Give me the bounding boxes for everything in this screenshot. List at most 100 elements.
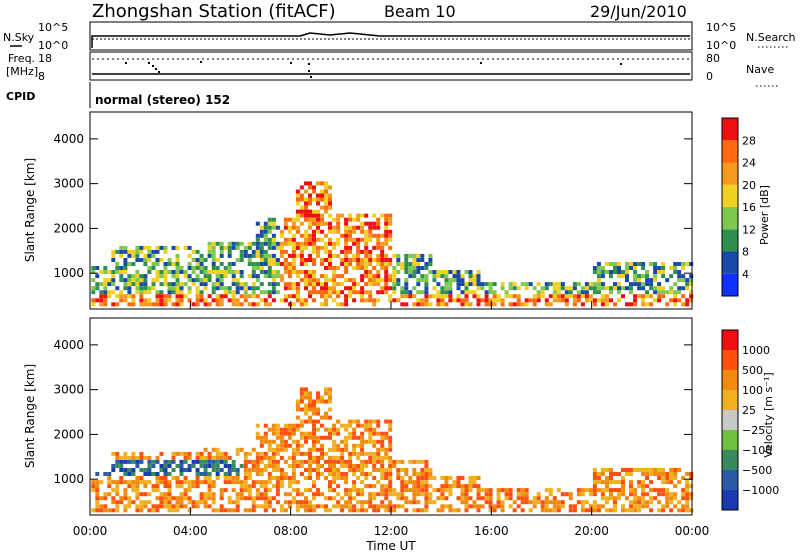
heatmap-cell (360, 286, 365, 291)
x-tick-label: 00:00 (73, 524, 108, 538)
heatmap-cell (356, 213, 361, 218)
heatmap-cell (283, 459, 288, 464)
heatmap-cell (167, 508, 172, 513)
heatmap-cell (388, 258, 393, 262)
heatmap-cell (159, 302, 164, 307)
colorbar-tick-label: 8 (742, 246, 749, 259)
heatmap-cell (231, 488, 236, 493)
heatmap-cell (247, 258, 252, 262)
heatmap-cell (263, 508, 268, 513)
heatmap-cell (556, 504, 561, 509)
heatmap-cell (420, 290, 425, 295)
heatmap-cell (283, 508, 288, 513)
heatmap-cell (372, 258, 377, 262)
heatmap-cell (219, 249, 224, 254)
heatmap-cell (468, 274, 473, 279)
heatmap-cell (287, 266, 292, 270)
heatmap-cell (516, 286, 521, 291)
heatmap-cell (348, 419, 353, 424)
heatmap-cell (251, 500, 256, 505)
heatmap-cell (259, 480, 264, 485)
heatmap-cell (376, 225, 381, 230)
heatmap-cell (139, 455, 144, 460)
heatmap-cell (600, 504, 605, 509)
heatmap-cell (203, 492, 208, 497)
heatmap-cell (584, 298, 589, 303)
heatmap-cell (159, 298, 164, 303)
heatmap-cell (312, 435, 316, 440)
heatmap-cell (448, 488, 453, 493)
heatmap-cell (396, 496, 401, 501)
heatmap-cell (661, 294, 666, 299)
heatmap-cell (348, 500, 353, 505)
heatmap-cell (263, 451, 268, 456)
heatmap-cell (328, 201, 332, 206)
heatmap-cell (227, 245, 232, 250)
heatmap-cell (480, 298, 485, 303)
heatmap-cell (267, 302, 272, 307)
heatmap-cell (147, 464, 152, 468)
heatmap-cell (135, 278, 140, 283)
heatmap-cell (440, 488, 445, 493)
heatmap-cell (420, 484, 425, 489)
heatmap-cell (291, 468, 296, 472)
heatmap-cell (119, 468, 124, 472)
heatmap-cell (223, 290, 228, 295)
heatmap-cell (259, 459, 264, 464)
heatmap-cell (633, 270, 638, 274)
heatmap-cell (107, 294, 112, 299)
heatmap-cell (476, 484, 481, 489)
heatmap-cell (291, 451, 296, 456)
heatmap-cell (412, 496, 417, 501)
heatmap-cell (348, 504, 353, 509)
heatmap-cell (251, 241, 256, 246)
heatmap-cell (388, 229, 393, 234)
heatmap-cell (592, 270, 597, 274)
heatmap-cell (416, 278, 421, 283)
heatmap-cell (199, 500, 204, 505)
heatmap-cell (340, 459, 345, 464)
heatmap-cell (605, 508, 609, 513)
heatmap-cell (139, 258, 144, 262)
heatmap-cell (283, 472, 288, 476)
heatmap-cell (123, 496, 128, 501)
heatmap-cell (328, 225, 332, 230)
heatmap-cell (685, 496, 690, 501)
heatmap-cell (163, 472, 168, 476)
heatmap-cell (195, 262, 200, 266)
heatmap-cell (231, 294, 236, 299)
heatmap-cell (380, 464, 385, 468)
heatmap-cell (348, 233, 353, 238)
heatmap-cell (376, 233, 381, 238)
heatmap-cell (380, 278, 385, 283)
heatmap-cell (408, 270, 413, 274)
heatmap-cell (111, 258, 116, 262)
heatmap-cell (131, 294, 136, 299)
heatmap-cell (588, 492, 593, 497)
heatmap-cell (199, 472, 204, 476)
heatmap-cell (316, 427, 320, 432)
heatmap-cell (404, 472, 409, 476)
heatmap-cell (255, 468, 260, 472)
heatmap-cell (344, 298, 349, 303)
heatmap-cell (416, 508, 421, 513)
heatmap-cell (283, 225, 288, 230)
heatmap-cell (492, 508, 497, 513)
heatmap-cell (115, 480, 120, 485)
heatmap-cell (211, 258, 216, 262)
heatmap-cell (123, 459, 128, 464)
heatmap-cell (171, 270, 176, 274)
heatmap-cell (360, 459, 365, 464)
heatmap-cell (267, 282, 272, 287)
heatmap-cell (223, 270, 228, 274)
heatmap-cell (673, 484, 678, 489)
heatmap-cell (384, 258, 389, 262)
heatmap-cell (504, 294, 509, 299)
heatmap-cell (179, 468, 184, 472)
heatmap-cell (476, 488, 481, 493)
heatmap-cell (308, 395, 312, 400)
heatmap-cell (251, 270, 256, 274)
heatmap-cell (107, 476, 112, 480)
heatmap-cell (163, 484, 168, 489)
